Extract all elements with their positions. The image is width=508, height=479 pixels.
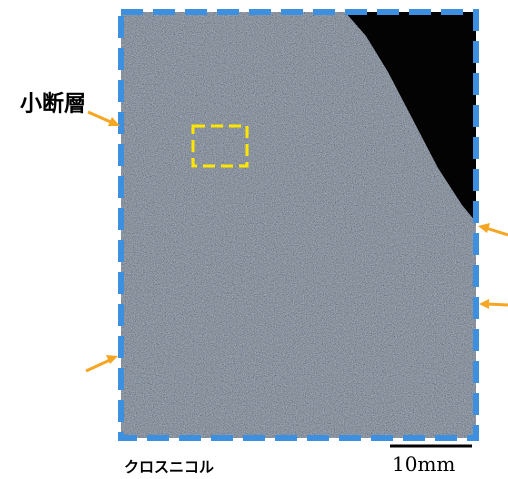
dark-corner-region bbox=[345, 12, 476, 222]
highlight-box bbox=[191, 124, 249, 168]
thin-section-image bbox=[121, 12, 476, 438]
fault-arrow-lower-left bbox=[85, 355, 118, 373]
scale-bar-label: 10mm bbox=[392, 452, 456, 476]
fault-arrow-upper-left bbox=[87, 110, 120, 126]
fault-arrow-upper-right bbox=[478, 223, 508, 237]
cross-nicol-caption: クロスニコル bbox=[124, 458, 215, 476]
fault-arrow-lower-right bbox=[479, 299, 508, 309]
fault-label: 小断層 bbox=[20, 92, 87, 117]
section-frame bbox=[118, 9, 479, 441]
